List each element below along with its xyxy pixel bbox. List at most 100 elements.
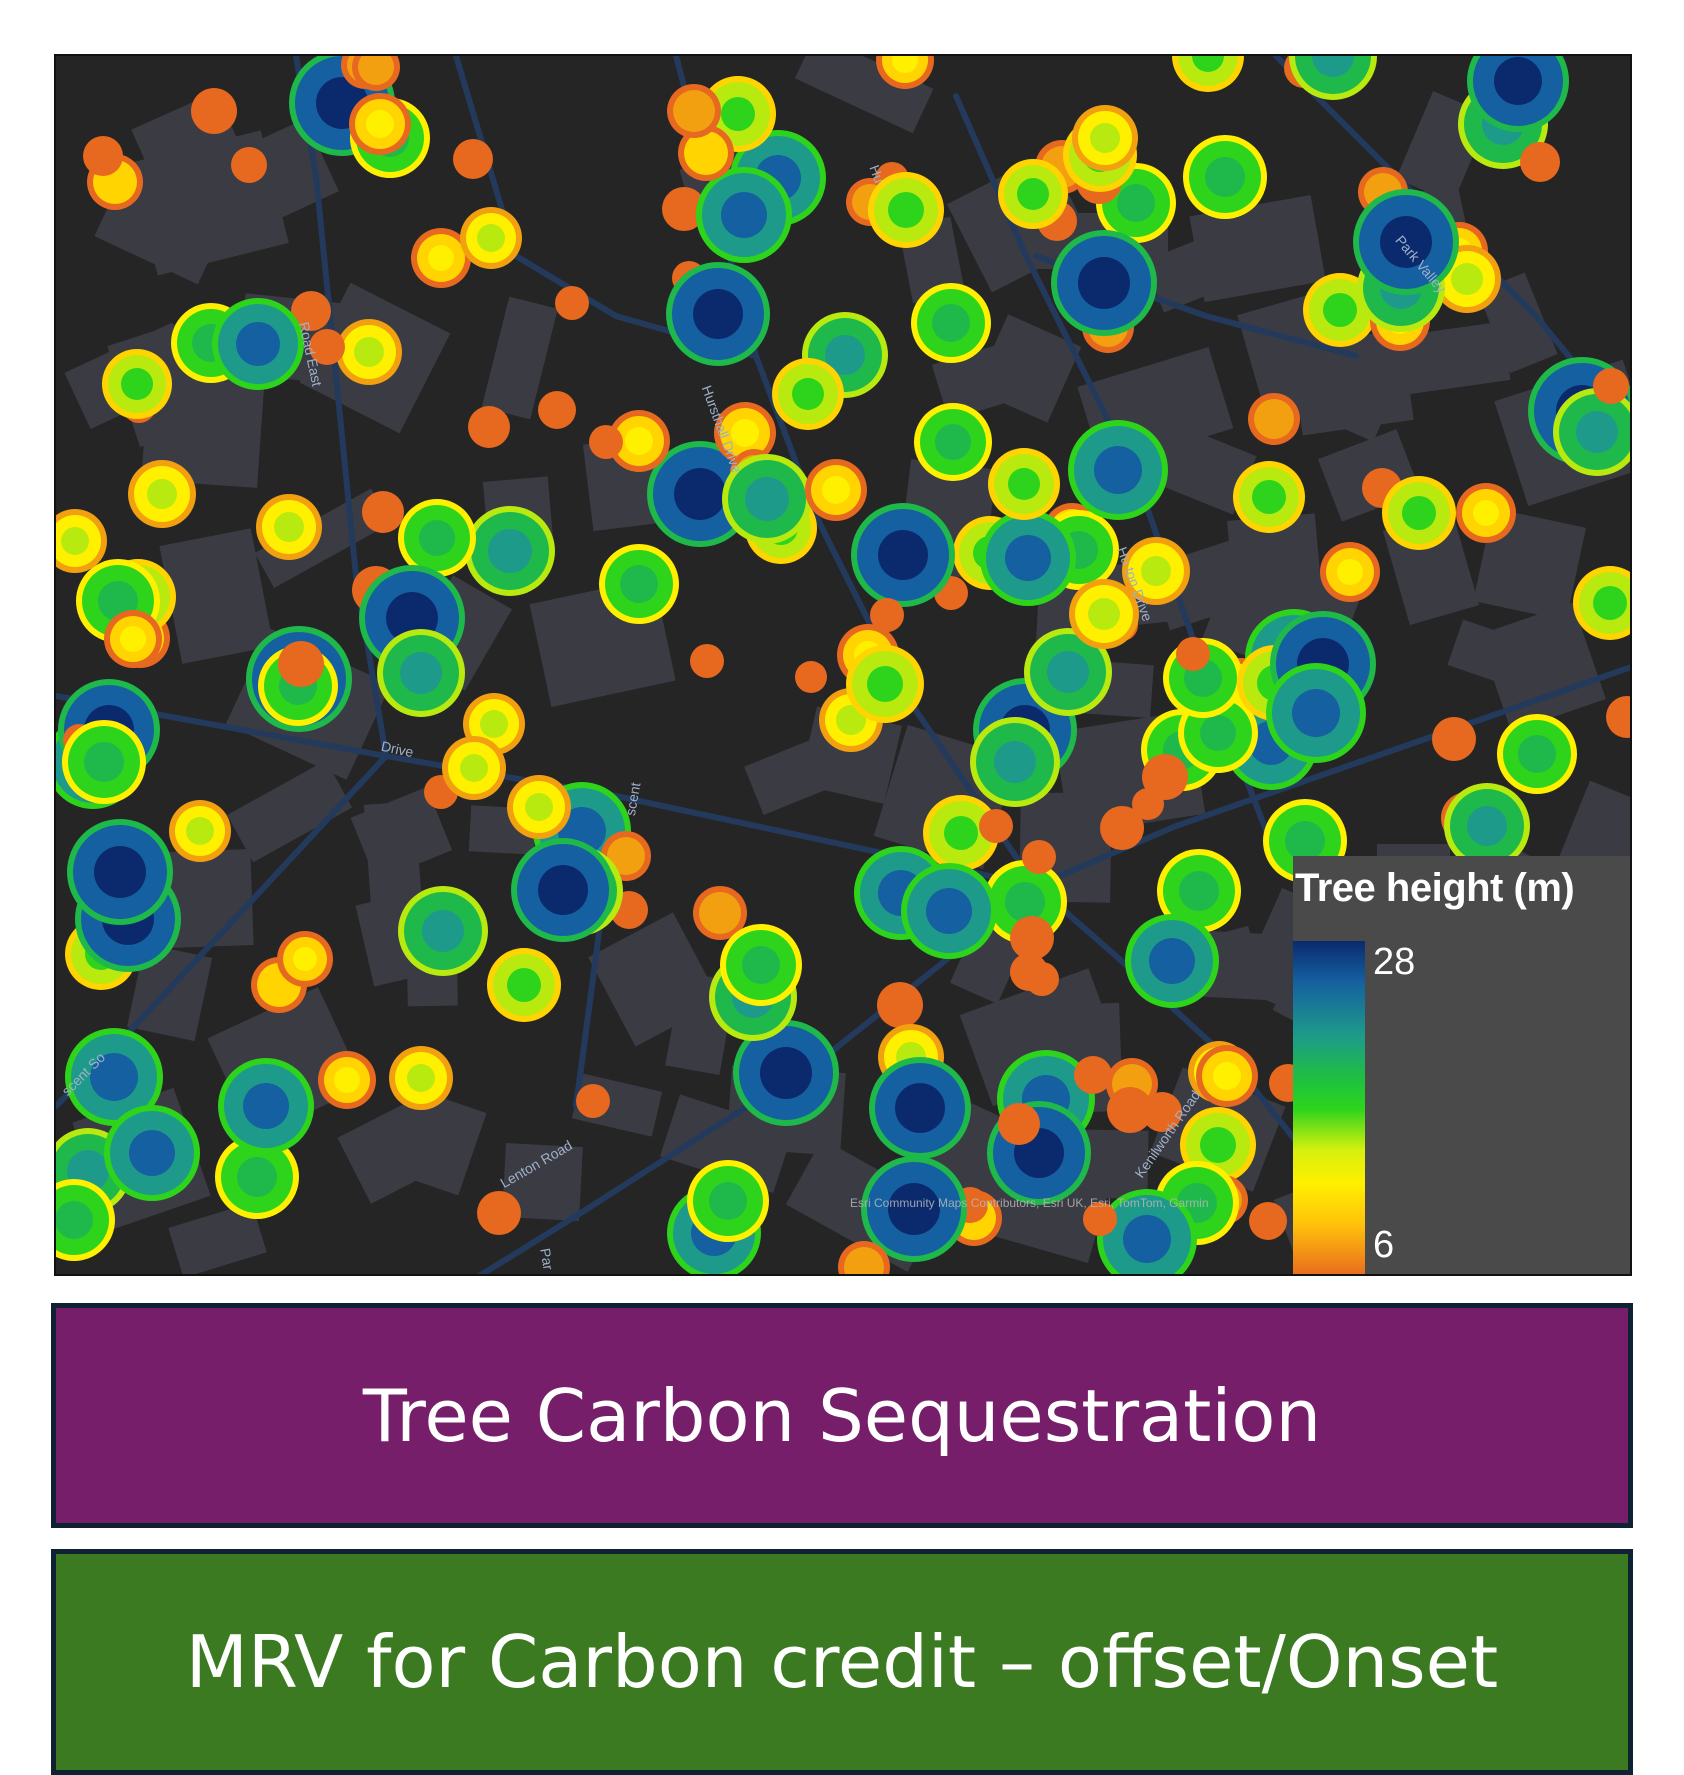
tree-canopy xyxy=(1028,846,1050,868)
legend-color-ramp xyxy=(1293,941,1365,1274)
tree-canopy xyxy=(89,142,117,170)
tree-crown xyxy=(477,224,505,252)
tree-crown xyxy=(1008,468,1040,500)
tree-crown xyxy=(243,1083,289,1129)
building xyxy=(1447,619,1579,705)
tree-crown xyxy=(1576,411,1618,453)
tree-canopy xyxy=(358,56,394,85)
tree-canopy xyxy=(237,153,261,177)
building xyxy=(794,56,934,134)
tree-canopy xyxy=(368,497,398,527)
tree-crown xyxy=(1179,871,1219,911)
tree-crown xyxy=(90,1053,138,1101)
tree-canopy xyxy=(1438,723,1470,755)
building xyxy=(1477,272,1558,374)
tree-crown xyxy=(745,477,789,521)
tree-crown xyxy=(1141,556,1171,586)
tree-canopy xyxy=(1254,399,1294,439)
tree-crown xyxy=(186,817,214,845)
tree-height-map[interactable]: Road East Park Valley Hursthall Drive Hu… xyxy=(54,54,1632,1276)
tree-height-legend: Tree height (m) 28 6 xyxy=(1293,856,1630,1274)
tree-canopy xyxy=(1148,1098,1176,1126)
tree-canopy xyxy=(1016,959,1042,985)
tree-canopy xyxy=(1182,643,1204,665)
tree-crown xyxy=(895,1083,945,1133)
tree-crown xyxy=(994,741,1036,783)
tree-crown xyxy=(1518,735,1556,773)
tree-canopy xyxy=(582,1090,604,1112)
legend-title: Tree height (m) xyxy=(1295,866,1575,910)
tree-canopy xyxy=(474,412,504,442)
building xyxy=(159,528,274,664)
tree-canopy xyxy=(459,145,487,173)
tree-crown xyxy=(888,192,924,228)
tree-crown xyxy=(1467,806,1507,846)
tree-crown xyxy=(419,520,455,556)
tree-canopy xyxy=(1148,760,1182,794)
tree-crown xyxy=(1402,496,1436,530)
building xyxy=(659,1094,794,1193)
tree-canopy xyxy=(607,837,645,875)
tree-crown xyxy=(1005,535,1051,581)
tree-crown xyxy=(625,427,653,455)
tree-canopy xyxy=(1113,1093,1147,1127)
tree-canopy xyxy=(1016,922,1048,954)
tree-crown xyxy=(1094,446,1142,494)
tree-crown xyxy=(120,626,146,652)
tree-canopy xyxy=(801,667,821,687)
tree-canopy xyxy=(430,781,452,803)
tree-canopy xyxy=(544,397,570,423)
tree-canopy xyxy=(616,897,642,923)
building xyxy=(363,801,424,924)
tree-crown xyxy=(61,527,89,555)
tree-crown xyxy=(525,793,553,821)
tree-crown xyxy=(1292,689,1340,737)
tree-canopy xyxy=(673,90,715,132)
tree-canopy xyxy=(696,650,718,672)
tree-canopy xyxy=(668,193,700,225)
tree-crown xyxy=(1323,293,1357,327)
tree-crown xyxy=(888,1183,940,1235)
tree-canopy xyxy=(1089,1208,1111,1230)
tree-crown xyxy=(488,529,532,573)
tree-crown xyxy=(237,1157,277,1197)
tree-crown xyxy=(1337,559,1363,585)
tree-crown xyxy=(1078,257,1130,309)
tree-crown xyxy=(1200,715,1236,751)
tree-crown xyxy=(1123,1215,1171,1263)
tree-crown xyxy=(867,666,903,702)
tree-canopy-layer xyxy=(56,56,1630,1274)
tree-crown xyxy=(94,846,146,898)
tree-canopy xyxy=(883,988,917,1022)
building xyxy=(394,1091,487,1196)
tree-crown xyxy=(293,947,317,971)
tree-crown xyxy=(538,865,588,915)
mrv-carbon-credit-banner: MRV for Carbon credit – offset/Onset xyxy=(51,1549,1633,1775)
tree-crown xyxy=(129,1130,175,1176)
tree-crown xyxy=(1090,123,1120,153)
tree-crown xyxy=(1213,1062,1241,1090)
tree-canopy xyxy=(1526,148,1554,176)
tree-crown xyxy=(932,304,970,342)
tree-canopy xyxy=(876,604,898,626)
tree-crown xyxy=(121,368,153,400)
tree-crown xyxy=(926,888,972,934)
tree-canopy xyxy=(315,335,339,359)
tree-canopy xyxy=(1138,794,1158,814)
tree-crown xyxy=(892,56,918,73)
tree-crown xyxy=(354,337,384,367)
tree-crown xyxy=(620,565,658,603)
tree-canopy xyxy=(1599,374,1623,398)
road xyxy=(1033,664,1630,889)
legend-min-value: 6 xyxy=(1373,1224,1395,1266)
tree-canopy xyxy=(844,1247,884,1274)
tree-crown xyxy=(56,1201,93,1239)
tree-crown xyxy=(1047,651,1089,693)
tree-crown xyxy=(878,530,928,580)
tree-crown xyxy=(693,289,743,339)
building xyxy=(481,296,558,420)
tree-canopy xyxy=(699,892,741,934)
tree-crown xyxy=(792,378,824,410)
tree-crown xyxy=(407,1064,435,1092)
tree-crown xyxy=(825,335,865,375)
